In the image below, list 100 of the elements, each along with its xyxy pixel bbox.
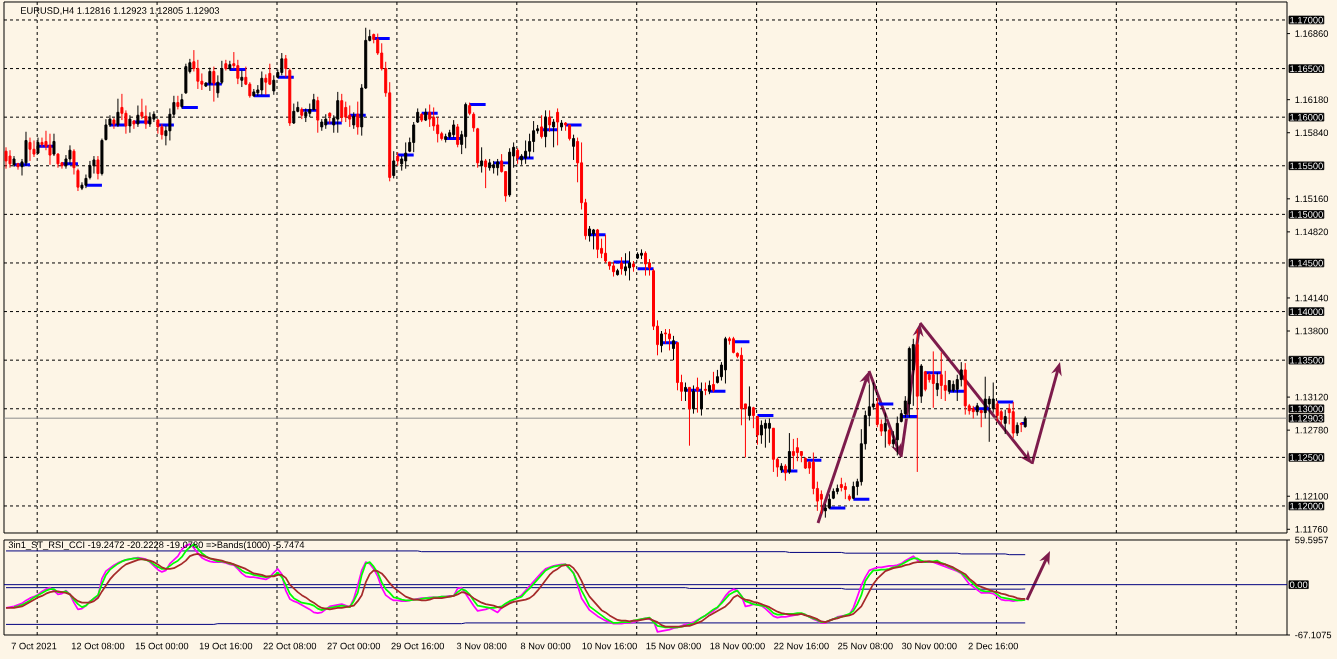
candlestick xyxy=(420,112,424,123)
x-tick-label: 12 Oct 08:00 xyxy=(71,642,125,650)
candlestick xyxy=(620,256,624,276)
candlestick xyxy=(552,118,556,148)
ref-line-label: 1.13000 xyxy=(1290,405,1323,413)
ref-line-label: 1.12903 xyxy=(1290,415,1323,422)
candlestick xyxy=(540,114,544,140)
y-tick-label: 1.12780 xyxy=(1295,426,1329,434)
candlestick xyxy=(835,484,839,495)
candlestick xyxy=(28,137,32,162)
ref-line-label: 1.14500 xyxy=(1290,259,1323,267)
candlestick xyxy=(703,382,707,396)
candlestick xyxy=(296,101,300,113)
candlestick xyxy=(456,123,460,148)
candlestick xyxy=(468,102,472,116)
ref-line-label: 1.13500 xyxy=(1290,357,1323,364)
candlestick xyxy=(1011,401,1015,439)
candlestick xyxy=(580,141,584,211)
candlestick xyxy=(755,416,759,446)
candlestick xyxy=(971,405,975,419)
candlestick xyxy=(783,463,787,482)
candlestick xyxy=(476,127,480,169)
candlestick xyxy=(340,93,344,123)
y-tick-label: 1.13120 xyxy=(1295,393,1329,401)
candlestick xyxy=(975,402,979,417)
candlestick xyxy=(504,171,508,203)
candlestick xyxy=(632,260,636,273)
candlestick xyxy=(660,330,663,353)
x-tick-label: 7 Oct 2021 xyxy=(11,642,57,650)
x-tick-label: 30 Nov 00:00 xyxy=(901,642,957,650)
candlestick xyxy=(847,493,851,502)
y-tick-label: 1.14820 xyxy=(1295,228,1329,236)
candlestick xyxy=(160,123,164,141)
x-tick-label: 22 Nov 16:00 xyxy=(774,642,829,650)
candlestick xyxy=(500,153,504,174)
candlestick xyxy=(416,107,420,124)
candlestick xyxy=(803,456,807,470)
candlestick xyxy=(683,382,687,402)
candlestick xyxy=(148,111,152,128)
candlestick xyxy=(260,70,264,96)
candlestick xyxy=(667,328,671,351)
candlestick xyxy=(939,351,943,400)
candlestick xyxy=(759,419,763,445)
x-tick-label: 10 Nov 16:00 xyxy=(582,642,637,650)
candlestick xyxy=(112,117,116,130)
candlestick xyxy=(612,261,616,278)
candlestick xyxy=(176,95,180,110)
candlestick xyxy=(592,228,596,250)
candlestick xyxy=(348,105,352,128)
y-tick-label: 1.16180 xyxy=(1295,96,1329,103)
candlestick xyxy=(516,147,520,165)
y-tick-label: 1.13800 xyxy=(1295,327,1329,335)
candlestick xyxy=(356,101,360,136)
y-tick-label: 1.14140 xyxy=(1295,294,1329,302)
candlestick xyxy=(883,412,887,449)
candlestick xyxy=(831,487,835,500)
candlestick xyxy=(496,158,500,176)
x-tick-label: 15 Nov 08:00 xyxy=(646,642,701,650)
candlestick xyxy=(440,131,444,141)
ref-line-label: 1.14000 xyxy=(1290,308,1323,315)
y-tick-label: 1.16860 xyxy=(1295,30,1329,37)
candlestick xyxy=(751,406,755,429)
candlestick xyxy=(767,417,771,444)
ref-line-label: 1.15000 xyxy=(1290,211,1323,218)
candlestick xyxy=(963,362,967,416)
ref-line-label: 1.16000 xyxy=(1290,114,1323,121)
y-tick-label: 1.15160 xyxy=(1295,195,1329,203)
x-tick-label: 3 Nov 08:00 xyxy=(456,642,507,650)
candlestick xyxy=(452,119,456,139)
candlestick xyxy=(408,137,412,153)
x-tick-label: 19 Oct 16:00 xyxy=(199,642,253,650)
candlestick xyxy=(747,385,751,421)
y-tick-label: 1.15840 xyxy=(1295,129,1329,137)
candlestick xyxy=(316,96,320,134)
candlestick xyxy=(731,336,735,354)
candlestick xyxy=(488,158,492,172)
ref-line-label: 1.15500 xyxy=(1290,162,1323,170)
chart-title: EURUSD,H4 1.12816 1.12923 1.12805 1.12903 xyxy=(21,7,220,15)
candlestick xyxy=(484,158,488,189)
candlestick xyxy=(995,400,999,422)
candlestick xyxy=(492,160,496,175)
x-tick-label: 27 Oct 00:00 xyxy=(327,642,381,650)
candlestick xyxy=(56,152,60,169)
candlestick xyxy=(560,119,564,132)
candlestick xyxy=(604,234,608,264)
candlestick xyxy=(979,409,983,428)
y-tick-label: 1.11760 xyxy=(1295,526,1328,533)
candlestick xyxy=(616,268,620,277)
candlestick xyxy=(336,91,340,134)
candlestick xyxy=(763,418,767,449)
candlestick xyxy=(851,481,855,500)
candlestick xyxy=(224,59,228,72)
candlestick xyxy=(472,111,476,133)
candlestick xyxy=(791,438,795,470)
ref-line-label: 1.12500 xyxy=(1290,454,1323,461)
x-tick-label: 22 Oct 08:00 xyxy=(263,642,317,650)
candlestick xyxy=(32,140,36,158)
ref-line-label: 1.16500 xyxy=(1290,65,1323,72)
candlestick xyxy=(8,149,12,169)
candlestick xyxy=(240,70,244,88)
